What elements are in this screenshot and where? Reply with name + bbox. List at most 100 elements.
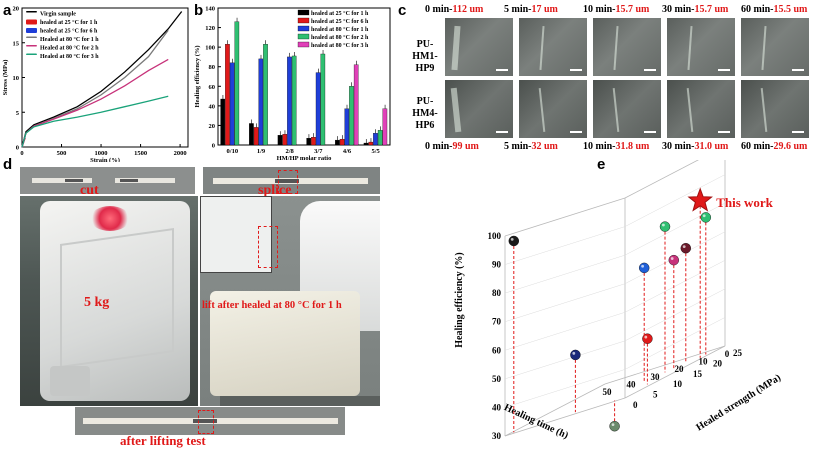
micrograph-image <box>741 18 809 76</box>
data-point-highlight <box>644 335 648 339</box>
bar <box>373 133 378 146</box>
crack-line <box>450 87 462 133</box>
micrograph-bottom-label: 5 min-32 um <box>504 141 558 152</box>
time-text: 60 min- <box>741 141 774 152</box>
crack-width-text: 15.7 um <box>615 4 650 15</box>
bar <box>220 98 226 146</box>
panel-d-letter: d <box>3 156 13 173</box>
crack-line <box>761 25 767 71</box>
healing-3d-scatter-chart: 30 40 50 60 70 80 90 100 0 10 20 30 40 50 0 5 10 15 20 25 He… <box>454 160 783 441</box>
y-tick-label: 100 <box>205 45 215 52</box>
y-tick-label: 60 <box>209 84 216 91</box>
legend-swatch <box>297 9 310 16</box>
time-text: 60 min- <box>741 4 774 15</box>
legend-swatch <box>26 53 37 55</box>
z-tick-label: 80 <box>492 288 502 298</box>
micrograph-image <box>519 80 587 138</box>
y-tick-label: 0 <box>16 145 19 152</box>
legend-swatch <box>297 25 310 32</box>
legend-swatch <box>26 11 37 13</box>
data-point-highlight <box>662 223 665 227</box>
x-tick-label: 1000 <box>95 150 108 157</box>
micrograph-top-label: 60 min-15.5 um <box>741 4 807 15</box>
row-label-hm4: PU- HM4-HP6 <box>412 96 438 131</box>
bar <box>320 53 326 146</box>
cut-strip-photo <box>20 167 195 194</box>
crack-width-text: 29.6 um <box>773 141 808 152</box>
data-point-highlight <box>682 245 686 248</box>
z-tick-label: 70 <box>492 317 502 327</box>
y-tick-label: 120 <box>205 25 215 32</box>
grid-line <box>504 369 626 408</box>
x-tick-label: 50 <box>603 387 613 397</box>
this-work-annotation: This work <box>716 195 773 210</box>
z-tick-label: 100 <box>488 231 502 241</box>
bar <box>363 142 369 146</box>
micrograph-image <box>593 18 661 76</box>
y-axis-label: Healing efficiency (%) <box>194 45 201 107</box>
grid-line <box>624 174 726 227</box>
x-tick-label: 2000 <box>174 150 187 157</box>
bar <box>353 64 359 146</box>
x-tick-label: 10 <box>699 357 709 367</box>
micrograph-bottom-label: 60 min-29.6 um <box>741 141 807 152</box>
micrograph-bottom-label: 0 min-99 um <box>425 141 479 152</box>
lifting-test-photos: cut splice 5 kg lift after healed at 80 … <box>20 162 380 452</box>
after-test-strip-photo <box>75 407 345 435</box>
y-tick-label: 10 <box>673 379 683 389</box>
crack-width-text: 15.7 um <box>694 4 729 15</box>
time-text: 10 min- <box>583 141 616 152</box>
panel-a-letter: a <box>3 2 12 19</box>
micrograph-image <box>667 18 735 76</box>
micrograph-top-label: 5 min-17 um <box>504 4 558 15</box>
panel-b-letter: b <box>194 2 204 19</box>
y-tick-label: 0 <box>633 400 638 410</box>
micrograph-top-label: 10 min-15.7 um <box>583 4 649 15</box>
legend-swatch <box>297 17 310 24</box>
y-tick-label: 25 <box>733 348 743 358</box>
bar <box>277 135 283 146</box>
weight-label: 5 kg <box>84 295 110 310</box>
bar <box>253 127 259 146</box>
panel-e-letter: e <box>597 156 606 173</box>
x-tick-label: 0/10 <box>227 148 239 155</box>
legend-swatch <box>26 36 37 38</box>
legend-label: healed at 80 °C for 2 h <box>311 34 369 41</box>
legend-label: healed at 25 °C for 6 h <box>311 18 369 25</box>
panel-c-letter: c <box>398 2 407 19</box>
scale-bar <box>718 131 730 133</box>
legend-swatch <box>26 45 37 47</box>
micrograph-image <box>445 80 513 138</box>
x-tick-label: 500 <box>57 150 67 157</box>
crack-width-text: 31.8 um <box>615 141 650 152</box>
bar <box>249 123 254 146</box>
series-line <box>21 95 169 148</box>
legend-swatch <box>297 33 310 40</box>
grid-line <box>624 317 726 370</box>
legend-swatch <box>26 28 37 33</box>
bar <box>291 55 297 146</box>
scale-bar <box>496 69 508 71</box>
bar <box>282 134 288 146</box>
x-tick-label: 30 <box>651 372 661 382</box>
crack-line <box>538 88 546 132</box>
y-tick-label: 5 <box>653 390 658 400</box>
legend-swatch <box>26 19 37 25</box>
x-tick-label: 0 <box>725 349 730 359</box>
series-line <box>21 11 183 148</box>
x-tick-label: 3/7 <box>314 148 323 155</box>
z-tick-label: 90 <box>492 260 502 270</box>
grid-line <box>624 288 726 342</box>
lift-label: lift after healed at 80 °C for 1 h <box>202 300 342 311</box>
legend-label: healed at 80 °C for 1 h <box>311 26 369 33</box>
grid-line <box>624 202 726 256</box>
x-tick-label: 2/8 <box>286 148 295 155</box>
legend-label: healed at 25 °C for 6 h <box>40 28 98 35</box>
x-tick-label: 0 <box>20 150 23 157</box>
y-tick-label: 5 <box>16 110 20 117</box>
grid-line <box>504 283 626 322</box>
data-point-highlight <box>670 257 674 260</box>
axis-box-edge <box>624 160 699 199</box>
micrograph-image <box>741 80 809 138</box>
crack-width-text: 99 um <box>452 141 479 152</box>
